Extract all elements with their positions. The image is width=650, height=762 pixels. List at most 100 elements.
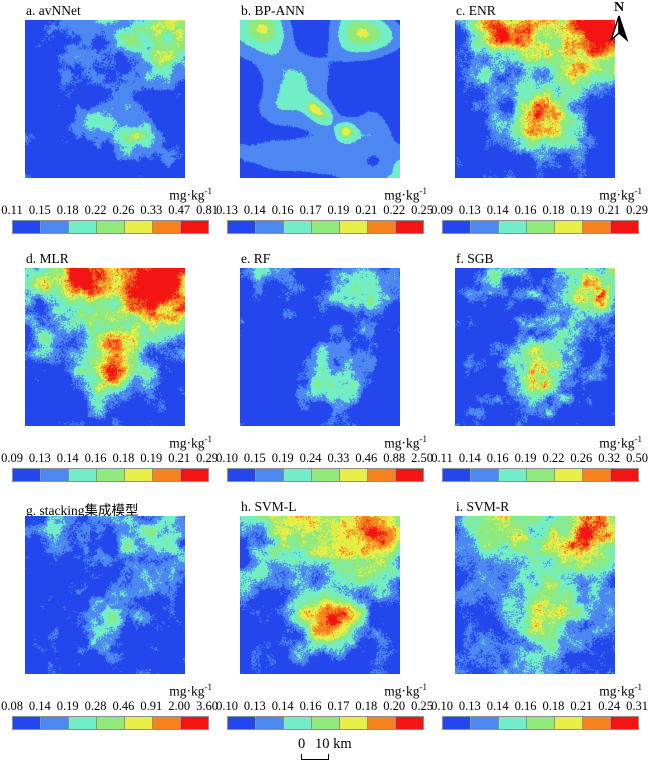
legend-colorbar — [12, 716, 209, 730]
legend-color-segment — [471, 717, 499, 729]
legend-break-label: 0.32 — [598, 451, 621, 465]
legend-break-label: 0.14 — [486, 699, 509, 713]
legend-break-label: 0.21 — [598, 203, 621, 217]
prediction-map-e — [240, 268, 400, 426]
legend-break-label: 0.24 — [598, 699, 621, 713]
legend-break-labels: 0.10 0.13 0.14 0.16 0.17 0.18 0.20 0.25 — [216, 699, 433, 714]
legend-color-segment — [284, 221, 312, 233]
legend-break-label: 0.09 — [431, 203, 453, 217]
legend-color-segment — [125, 221, 153, 233]
legend-color-segment — [41, 717, 69, 729]
legend-break-label: 0.16 — [271, 203, 294, 217]
legend-break-label: 0.19 — [327, 203, 350, 217]
legend-break-label: 0.22 — [84, 203, 107, 217]
legend-colorbar — [442, 716, 639, 730]
unit-label: mg·kg-1 — [12, 434, 212, 452]
unit-label: mg·kg-1 — [227, 682, 427, 700]
legend-break-label: 0.16 — [514, 699, 537, 713]
legend-color-segment — [340, 717, 368, 729]
legend-break-label: 0.09 — [1, 451, 23, 465]
legend-break-label: 0.88 — [383, 451, 406, 465]
unit-exponent: -1 — [634, 186, 643, 196]
legend-color-segment — [368, 221, 396, 233]
north-arrow: N — [602, 1, 636, 42]
legend-color-segment — [499, 221, 527, 233]
prediction-map-c — [455, 20, 615, 178]
unit-exponent: -1 — [204, 186, 213, 196]
legend-break-label: 0.31 — [626, 699, 648, 713]
legend-color-segment — [555, 221, 583, 233]
north-arrow-icon — [609, 15, 629, 42]
model-map-panel-e: e. RF mg·kg-1 0.10 0.15 0.19 0.24 0.33 0.46 0.… — [215, 248, 433, 493]
legend-break-label: 0.14 — [271, 699, 294, 713]
legend-break-label: 0.15 — [243, 451, 266, 465]
legend-color-segment — [499, 717, 527, 729]
unit-label: mg·kg-1 — [12, 682, 212, 700]
legend-color-segment — [499, 469, 527, 481]
unit-base: mg·kg — [169, 435, 205, 451]
unit-base: mg·kg — [384, 435, 420, 451]
legend-break-label: 0.14 — [28, 699, 51, 713]
unit-label: mg·kg-1 — [442, 434, 642, 452]
unit-base: mg·kg — [169, 683, 205, 699]
panel-title: h. SVM-L — [241, 499, 297, 514]
legend-break-label: 0.17 — [327, 699, 350, 713]
legend-color-segment — [256, 221, 284, 233]
legend-break-label: 0.25 — [411, 203, 433, 217]
legend-break-label: 0.22 — [383, 203, 406, 217]
legend-break-label: 0.19 — [570, 203, 593, 217]
unit-base: mg·kg — [599, 435, 635, 451]
legend-color-segment — [583, 717, 611, 729]
legend-break-label: 0.14 — [486, 203, 509, 217]
legend-color-segment — [471, 469, 499, 481]
legend-break-label: 0.26 — [112, 203, 135, 217]
legend-color-segment — [443, 717, 471, 729]
legend-break-labels: 0.10 0.13 0.14 0.16 0.18 0.21 0.24 0.31 — [431, 699, 648, 714]
legend-break-label: 0.21 — [355, 203, 378, 217]
legend-break-label: 0.14 — [243, 203, 266, 217]
legend-break-label: 0.20 — [383, 699, 406, 713]
panel-title: g. stacking集成模型 — [26, 503, 139, 518]
legend-color-segment — [228, 469, 256, 481]
north-label: N — [613, 0, 625, 15]
legend-break-label: 0.22 — [542, 451, 565, 465]
legend-break-label: 0.19 — [140, 451, 163, 465]
unit-label: mg·kg-1 — [442, 682, 642, 700]
prediction-map-g — [25, 516, 185, 674]
legend-break-label: 0.14 — [458, 451, 481, 465]
panel-title: d. MLR — [26, 251, 69, 266]
unit-base: mg·kg — [599, 187, 635, 203]
legend-break-label: 0.19 — [56, 699, 79, 713]
legend-break-label: 0.10 — [216, 699, 238, 713]
unit-exponent: -1 — [419, 682, 428, 692]
legend-break-label: 0.46 — [355, 451, 378, 465]
legend-break-label: 0.13 — [216, 203, 238, 217]
legend-color-segment — [555, 469, 583, 481]
legend-break-label: 0.33 — [327, 451, 350, 465]
legend-break-label: 0.08 — [1, 699, 23, 713]
legend-break-label: 0.13 — [458, 699, 481, 713]
legend-color-segment — [153, 469, 181, 481]
legend-colorbar — [227, 468, 424, 482]
legend-color-segment — [443, 469, 471, 481]
unit-exponent: -1 — [634, 434, 643, 444]
unit-label: mg·kg-1 — [442, 186, 642, 204]
legend-break-label: 0.50 — [626, 451, 648, 465]
panel-title: i. SVM-R — [456, 499, 510, 514]
unit-exponent: -1 — [204, 682, 213, 692]
legend-break-label: 0.10 — [216, 451, 238, 465]
legend-color-segment — [153, 717, 181, 729]
legend-break-labels: 0.10 0.15 0.19 0.24 0.33 0.46 0.88 2.50 — [216, 451, 433, 466]
legend-break-label: 0.25 — [411, 699, 433, 713]
legend-color-segment — [443, 221, 471, 233]
legend-break-label: 0.19 — [514, 451, 537, 465]
prediction-map-b — [240, 20, 400, 178]
panel-title: f. SGB — [456, 251, 494, 266]
legend-color-segment — [69, 469, 97, 481]
legend-break-label: 0.21 — [168, 451, 191, 465]
legend-color-segment — [13, 717, 41, 729]
unit-base: mg·kg — [384, 187, 420, 203]
legend-color-segment — [125, 717, 153, 729]
legend-color-segment — [583, 469, 611, 481]
